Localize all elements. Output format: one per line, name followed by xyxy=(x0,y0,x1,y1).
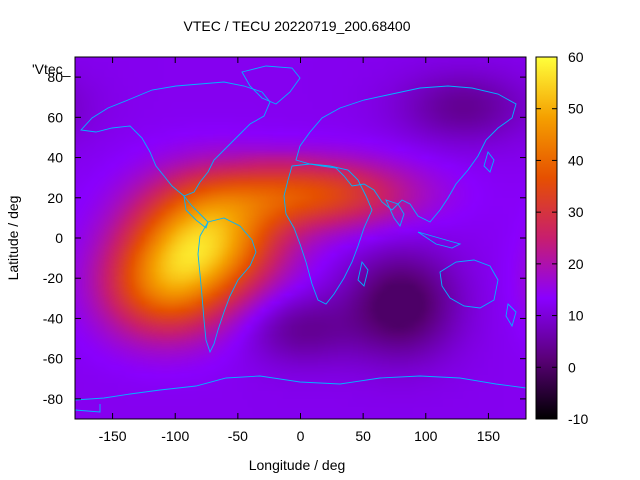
colorbar-tick-label: 10 xyxy=(568,308,584,324)
y-tick-label: 20 xyxy=(47,190,63,206)
coast-indonesia xyxy=(417,231,462,249)
x-tick-label: 0 xyxy=(297,428,305,444)
y-tick-label: -20 xyxy=(43,270,63,286)
coast-central-america xyxy=(183,194,209,229)
x-axis-label: Longitude / deg xyxy=(249,457,346,473)
colorbar-tick-label: 0 xyxy=(568,359,576,375)
y-tick-label: -80 xyxy=(43,391,63,407)
colorbar-tick-label: 20 xyxy=(568,256,584,272)
heatmap-image xyxy=(75,57,526,419)
coast-new-zealand xyxy=(505,303,517,328)
x-tick-label: -150 xyxy=(99,428,127,444)
chart-title: VTEC / TECU 20220719_200.68400 xyxy=(183,18,410,34)
coastlines xyxy=(74,65,527,413)
x-tick-label: -100 xyxy=(161,428,189,444)
y-axis-label: Latitude / deg xyxy=(5,196,21,281)
x-tick-label: 100 xyxy=(414,428,438,444)
y-tick-label: 40 xyxy=(47,150,63,166)
coast-madagascar xyxy=(357,260,369,287)
colorbar-tick-label: 50 xyxy=(568,101,584,117)
colorbar-tick-label: 30 xyxy=(568,204,584,220)
y-axis-ticks: -80 -60 -40 -20 0 20 40 60 80 xyxy=(43,69,526,407)
coast-africa xyxy=(283,163,373,305)
colorbar: -10 0 10 20 30 40 50 60 xyxy=(535,49,588,427)
x-tick-label: 150 xyxy=(477,428,501,444)
colorbar-gradient xyxy=(535,56,558,420)
coast-australia xyxy=(439,259,499,309)
colorbar-tick-label: 60 xyxy=(568,49,584,65)
colorbar-tick-label: -10 xyxy=(568,411,588,427)
heatmap-area xyxy=(75,57,526,419)
series-label: 'Vtec_ xyxy=(32,61,71,77)
colorbar-ticks: -10 0 10 20 30 40 50 60 xyxy=(536,49,588,427)
coast-eurasia xyxy=(295,85,517,223)
x-tick-label: 50 xyxy=(355,428,371,444)
coast-greenland xyxy=(241,65,301,105)
coast-india xyxy=(385,199,405,227)
coast-south-america xyxy=(197,217,257,354)
x-tick-label: -50 xyxy=(228,428,248,444)
coast-japan xyxy=(483,151,495,173)
x-axis-ticks: -150 -100 -50 0 50 100 150 xyxy=(99,57,501,444)
coast-antarctica xyxy=(74,375,527,413)
coast-north-america xyxy=(80,81,271,197)
y-tick-label: 80 xyxy=(47,69,63,85)
y-tick-label: 60 xyxy=(47,109,63,125)
colorbar-tick-label: 40 xyxy=(568,152,584,168)
y-tick-label: 0 xyxy=(55,230,63,246)
y-tick-label: -40 xyxy=(43,310,63,326)
y-tick-label: -60 xyxy=(43,351,63,367)
